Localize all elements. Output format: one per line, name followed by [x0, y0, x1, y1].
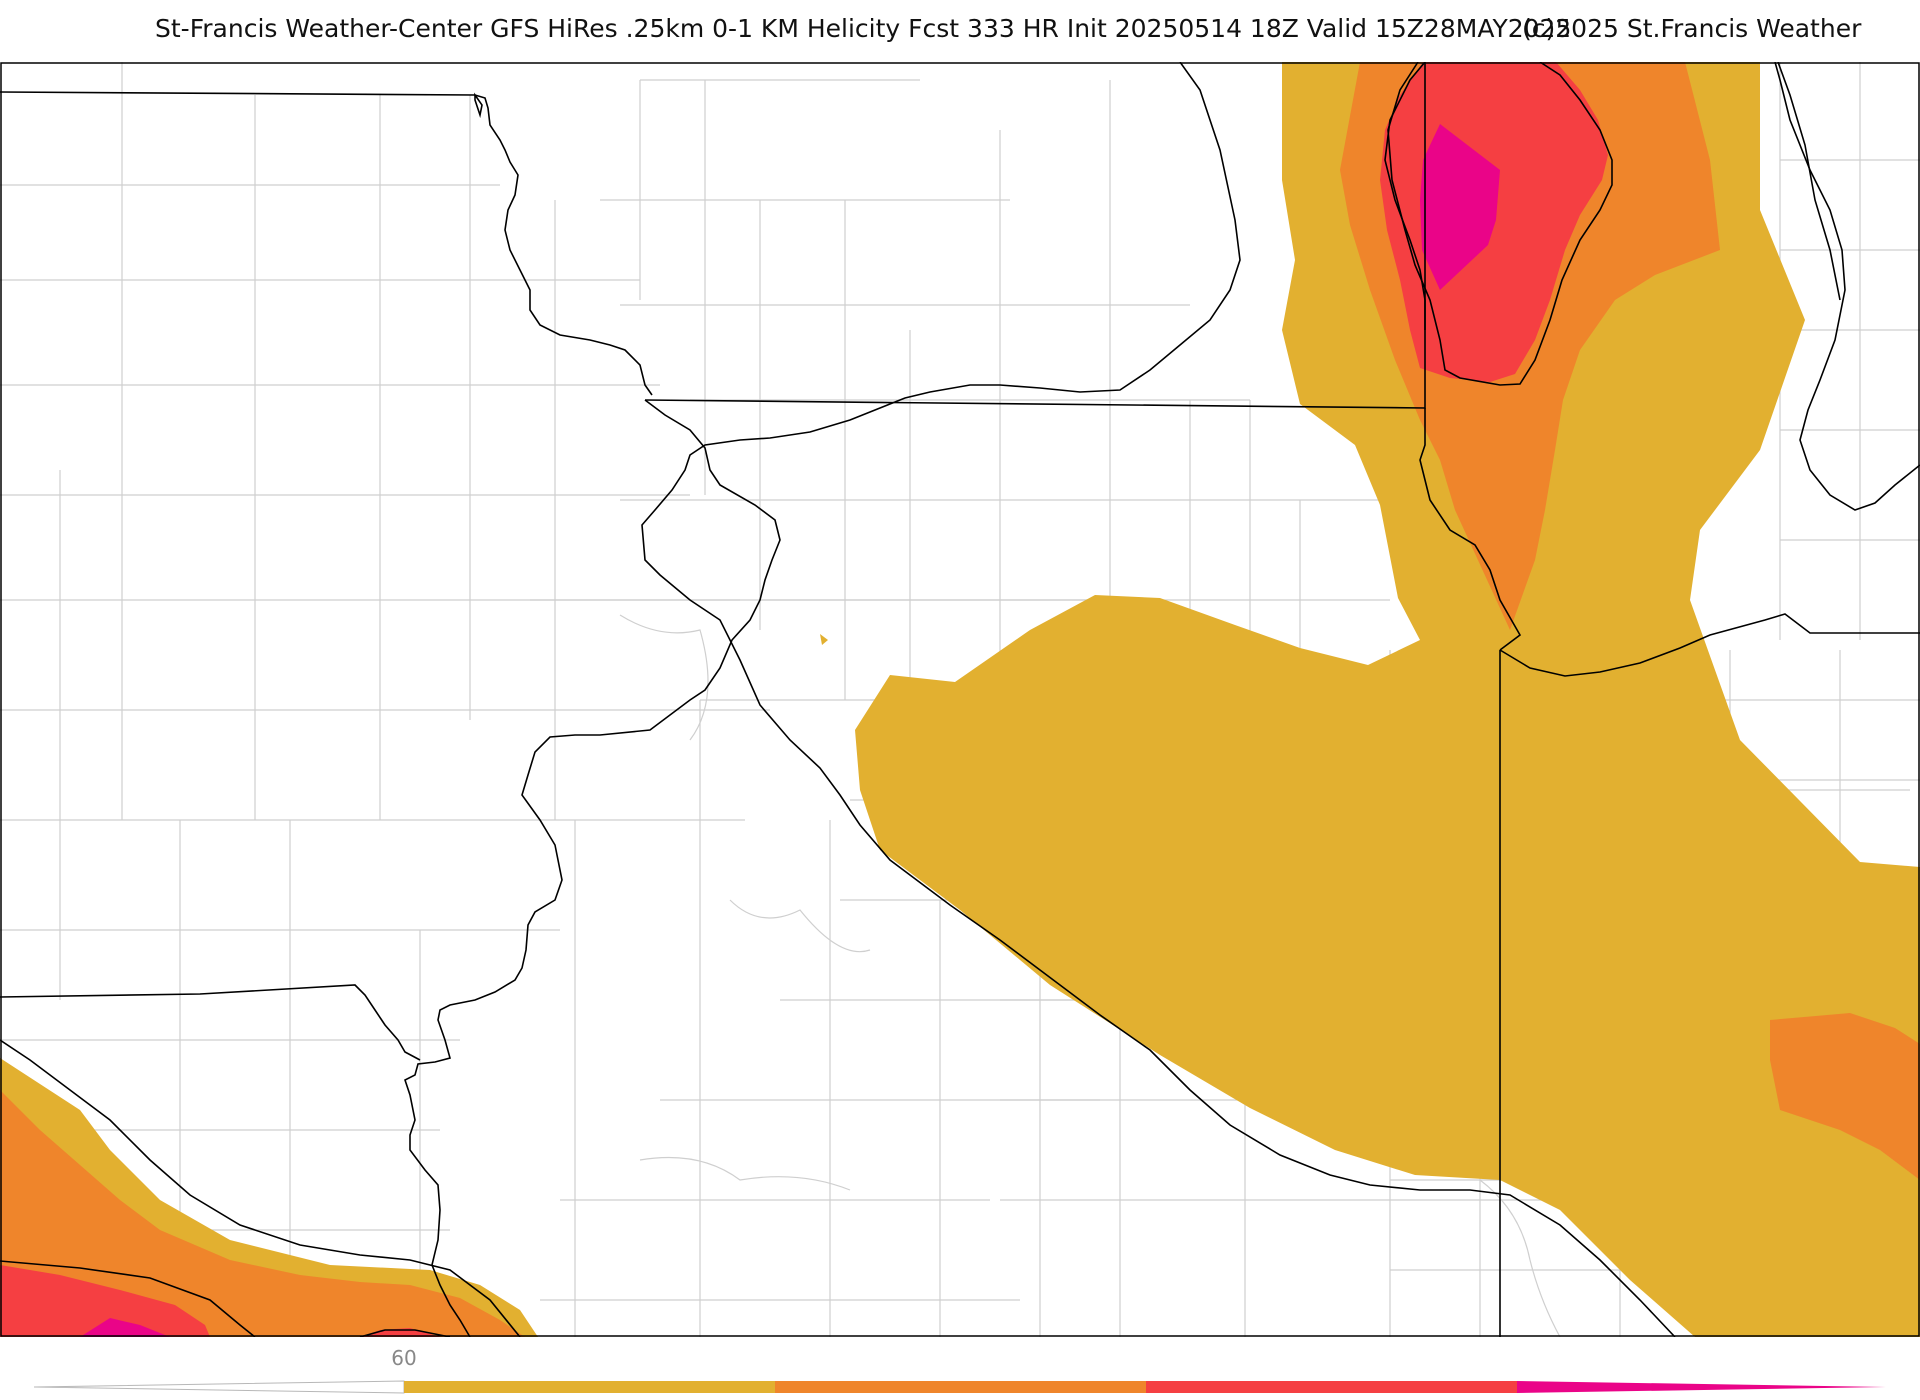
map-title: St-Francis Weather-Center GFS HiRes .25k… [155, 14, 1572, 43]
copyright-notice: (c)2025 St.Francis Weather [1522, 14, 1862, 43]
colorbar-segment-2 [775, 1381, 1146, 1393]
state-boundaries [0, 62, 1920, 1337]
map-title-bar: St-Francis Weather-Center GFS HiRes .25k… [0, 14, 1920, 54]
colorbar: 60 [33, 1346, 1886, 1394]
helicity-map [0, 62, 1920, 1337]
colorbar-high-extension [1517, 1381, 1886, 1393]
colorbar-segment-1 [404, 1381, 775, 1393]
map-frame [0, 62, 1920, 1337]
colorbar-tick-label: 60 [391, 1346, 416, 1370]
helicity-level-4-region [80, 124, 1500, 1337]
colorbar-low-extension [33, 1380, 405, 1394]
colorbar-segment-3 [1146, 1381, 1517, 1393]
